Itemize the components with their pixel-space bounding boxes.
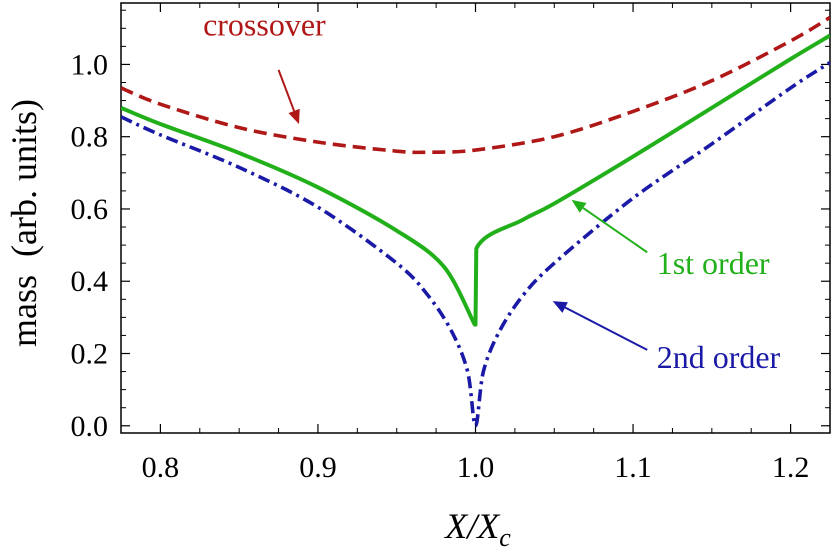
x-tick-label: 0.8	[142, 451, 180, 484]
y-tick-label: 0.8	[71, 121, 109, 154]
x-tick-label: 1.2	[772, 451, 810, 484]
axis-ticks: 0.8 0.9 1.0 1.1 1.2 0.0 0.2 0.4 0.6 0.8 1.0	[71, 3, 831, 484]
y-tick-label: 0.6	[71, 193, 109, 226]
x-tick-label: 1.1	[614, 451, 652, 484]
y-tick-label: 0.2	[71, 338, 109, 371]
x-tick-label: 1.0	[457, 451, 495, 484]
x-tick-label: 0.9	[299, 451, 337, 484]
y-tick-label: 0.0	[71, 410, 109, 443]
annotation-label-2nd-order: 2nd order	[657, 339, 781, 375]
annotation-label-crossover: crossover	[203, 7, 326, 43]
series-line-1st-order	[121, 33, 830, 327]
series-line-crossover	[121, 15, 830, 155]
annotation-label-1st-order: 1st order	[657, 245, 770, 281]
annotation-layer: crossover 1st order 2nd order	[203, 7, 780, 375]
annotation-arrow-line	[582, 207, 648, 254]
y-tick-label: 0.4	[71, 265, 109, 298]
y-axis-title: mass (arb. units)	[4, 99, 44, 347]
x-axis-title: X/Xc	[443, 506, 511, 552]
annotation-arrow-line	[564, 306, 648, 351]
annotation-arrow-line	[277, 69, 296, 112]
series-line-2nd-order	[121, 61, 830, 428]
annotation-arrowhead	[571, 199, 587, 213]
annotation-arrowhead	[552, 301, 568, 313]
annotation-arrowhead	[288, 108, 300, 125]
y-tick-label: 1.0	[71, 48, 109, 81]
series-layer	[121, 15, 830, 428]
